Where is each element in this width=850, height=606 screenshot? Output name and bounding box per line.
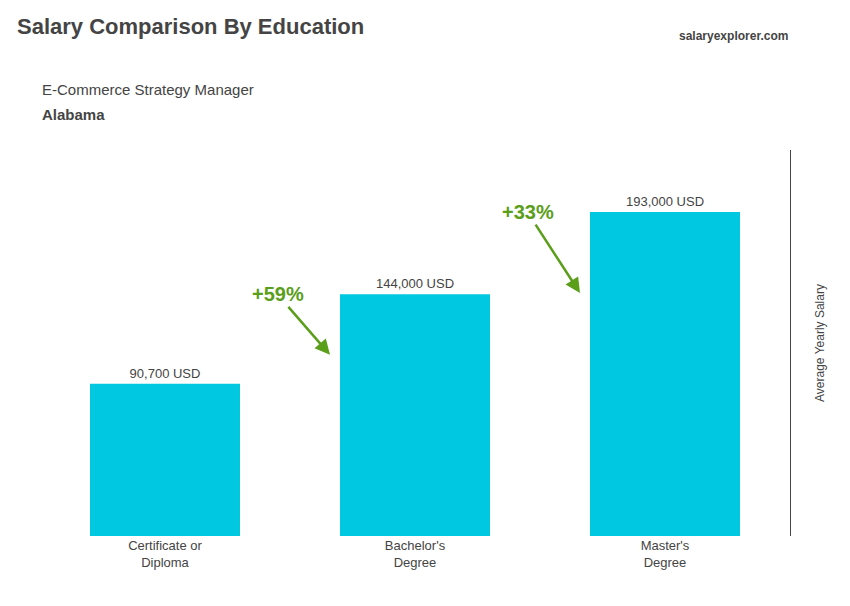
svg-text:193,000 USD: 193,000 USD	[626, 194, 704, 209]
svg-text:Average Yearly Salary: Average Yearly Salary	[813, 284, 827, 402]
svg-text:Certificate orDiploma: Certificate orDiploma	[128, 538, 202, 570]
svg-text:Alabama: Alabama	[42, 106, 105, 123]
svg-text:144,000 USD: 144,000 USD	[376, 276, 454, 291]
svg-text:+33%: +33%	[502, 201, 554, 223]
svg-text:90,700 USD: 90,700 USD	[130, 366, 201, 381]
svg-text:Master'sDegree: Master'sDegree	[641, 538, 690, 570]
svg-text:Bachelor'sDegree: Bachelor'sDegree	[385, 538, 446, 570]
svg-text:+59%: +59%	[252, 283, 304, 305]
svg-text:Salary Comparison By Education: Salary Comparison By Education	[17, 14, 364, 39]
svg-text:salaryexplorer.com: salaryexplorer.com	[679, 29, 788, 43]
svg-text:E-Commerce Strategy Manager: E-Commerce Strategy Manager	[42, 81, 254, 98]
